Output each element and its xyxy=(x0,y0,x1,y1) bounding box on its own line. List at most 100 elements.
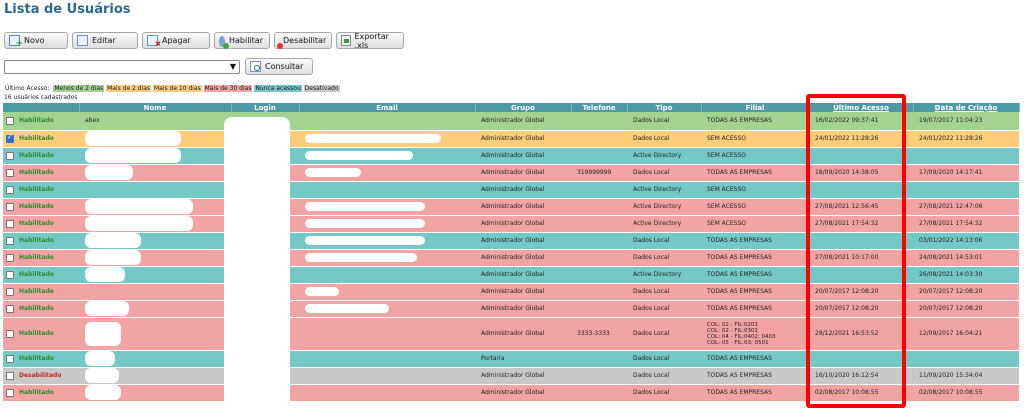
edit-button-label: Editar xyxy=(92,36,116,45)
table-row[interactable]: Habilitado Administrador Global Dados Loca… xyxy=(3,384,1019,402)
table-row[interactable]: Habilitado Administrador Global Dados Loca… xyxy=(3,130,1019,148)
status-cell: Habilitado xyxy=(3,266,79,284)
search-icon xyxy=(250,61,261,72)
legend-item: Desativado xyxy=(303,85,340,92)
status-cell: Habilitado xyxy=(3,164,79,182)
row-checkbox[interactable] xyxy=(6,202,14,211)
sort-link-data-criacao[interactable]: Data de Criação xyxy=(934,103,998,112)
col-header-data-criacao[interactable]: Data de Criação xyxy=(913,103,1020,112)
col-header-login[interactable]: Login xyxy=(231,103,300,112)
created-date-cell: 24/08/2021 14:53:01 xyxy=(913,249,1019,267)
phone-cell xyxy=(571,181,627,199)
table-row[interactable]: Habilitado Administrador Global Active Dir… xyxy=(3,198,1019,216)
row-checkbox[interactable] xyxy=(6,388,14,397)
redaction-mask xyxy=(305,168,361,177)
last-access-cell: 16/02/2022 09:37:41 xyxy=(809,112,913,131)
status-label: Habilitado xyxy=(19,389,54,396)
name-cell xyxy=(79,300,231,318)
edit-button[interactable]: Editar xyxy=(72,32,138,49)
group-cell: Administrador Global xyxy=(475,367,571,385)
row-checkbox[interactable] xyxy=(6,329,14,338)
last-access-cell xyxy=(809,266,913,284)
export-xls-button[interactable]: Exportar .xls xyxy=(336,32,404,50)
col-header-filial[interactable]: Filial xyxy=(701,103,810,112)
last-access-cell: 02/08/2017 10:08:55 xyxy=(809,384,913,402)
row-checkbox[interactable] xyxy=(6,270,14,279)
group-cell: Administrador Global xyxy=(475,232,571,250)
new-button[interactable]: Novo xyxy=(4,32,68,49)
legend-item: Mais de 2 dias xyxy=(106,85,152,92)
group-cell: Administrador Global xyxy=(475,215,571,233)
col-header-grupo[interactable]: Grupo xyxy=(475,103,572,112)
redaction-mask xyxy=(85,351,115,366)
table-row[interactable]: Habilitado Administrador Global 319999999 D… xyxy=(3,164,1019,182)
disable-button[interactable]: Desabilitar xyxy=(274,32,332,49)
table-row[interactable]: Habilitado abex Administrador Global Dados … xyxy=(3,112,1019,131)
name-cell xyxy=(79,147,231,165)
group-cell: Administrador Global xyxy=(475,317,571,351)
email-cell xyxy=(299,367,475,385)
delete-button[interactable]: Apagar xyxy=(142,32,210,49)
col-header-telefone[interactable]: Telefone xyxy=(571,103,628,112)
status-label: Habilitado xyxy=(19,186,54,193)
phone-cell xyxy=(571,112,627,131)
redaction-mask xyxy=(85,131,181,146)
redaction-mask xyxy=(305,134,441,143)
row-checkbox[interactable] xyxy=(6,168,14,177)
row-checkbox[interactable] xyxy=(6,253,14,262)
enable-button[interactable]: Habilitar xyxy=(214,32,270,49)
add-icon xyxy=(9,35,23,49)
legend-prefix: Último Acesso: xyxy=(5,85,50,92)
row-checkbox[interactable] xyxy=(6,116,14,125)
row-checkbox[interactable] xyxy=(6,151,14,160)
row-checkbox[interactable] xyxy=(6,219,14,228)
table-row[interactable]: Habilitado Administrador Global Dados Loca… xyxy=(3,300,1019,318)
table-row[interactable]: Habilitado Administrador Global Active Dir… xyxy=(3,181,1019,199)
col-header-nome[interactable]: Nome xyxy=(79,103,232,112)
created-date-cell: 11/09/2020 15:34:04 xyxy=(913,367,1019,385)
row-checkbox[interactable] xyxy=(6,354,14,363)
legend-item: Nunca acessou xyxy=(254,85,302,92)
status-label: Habilitado xyxy=(19,254,54,261)
type-cell: Dados Local xyxy=(627,367,701,385)
table-row[interactable]: Habilitado Administrador Global Active Dir… xyxy=(3,215,1019,233)
status-label: Desabilitado xyxy=(19,372,62,379)
last-access-cell: 28/12/2021 16:53:52 xyxy=(809,317,913,351)
row-checkbox[interactable] xyxy=(6,304,14,313)
email-cell xyxy=(299,384,475,402)
row-checkbox[interactable] xyxy=(6,371,14,380)
last-access-cell: 16/10/2020 16:12:54 xyxy=(809,367,913,385)
group-cell: Administrador Global xyxy=(475,147,571,165)
redaction-mask xyxy=(85,250,141,265)
type-cell: Dados Local xyxy=(627,130,701,148)
table-row[interactable]: Habilitado Administrador Global Active Dir… xyxy=(3,266,1019,284)
col-header-tipo[interactable]: Tipo xyxy=(627,103,702,112)
col-header-email[interactable]: Email xyxy=(299,103,476,112)
consult-button[interactable]: Consultar xyxy=(245,58,313,75)
created-date-cell xyxy=(913,147,1019,165)
row-checkbox[interactable] xyxy=(6,236,14,245)
branch-cell: TODAS AS EMPRESAS xyxy=(701,300,809,318)
redaction-mask xyxy=(85,233,141,248)
type-cell: Dados Local xyxy=(627,317,701,351)
type-cell: Dados Local xyxy=(627,232,701,250)
redaction-mask xyxy=(305,287,339,296)
row-checkbox[interactable] xyxy=(6,133,14,143)
users-grid: Nome Login Email Grupo Telefone Tipo Fil… xyxy=(3,103,1020,402)
table-row[interactable]: Habilitado Administrador Global Dados Loca… xyxy=(3,232,1019,250)
type-cell: Dados Local xyxy=(627,164,701,182)
last-access-cell: 27/08/2021 17:54:32 xyxy=(809,215,913,233)
branch-cell: TODAS AS EMPRESAS xyxy=(701,384,809,402)
row-checkbox[interactable] xyxy=(6,185,14,194)
table-row[interactable]: Habilitado Administrador Global Dados Loca… xyxy=(3,249,1019,267)
row-checkbox[interactable] xyxy=(6,287,14,296)
sort-link-ultimo-acesso[interactable]: Último Acesso xyxy=(833,103,889,112)
col-header-ultimo-acesso[interactable]: Último Acesso xyxy=(809,103,914,112)
col-header-status xyxy=(3,103,80,112)
table-body: Habilitado abex Administrador Global Dados … xyxy=(3,112,1019,402)
table-row[interactable]: Habilitado Administrador Global Active Dir… xyxy=(3,147,1019,165)
status-label: Habilitado xyxy=(19,152,54,159)
created-date-cell: 02/08/2017 10:08:55 xyxy=(913,384,1019,402)
filter-select[interactable]: ▼ xyxy=(4,60,240,74)
status-cell: Habilitado xyxy=(3,350,79,368)
